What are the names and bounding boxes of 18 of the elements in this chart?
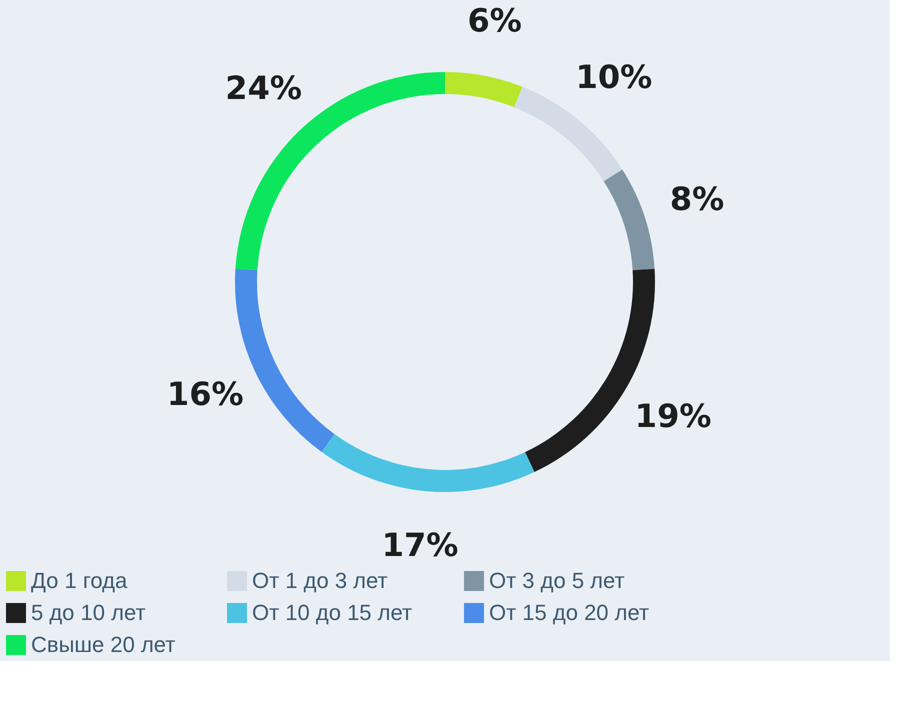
- data-label: 10%: [576, 58, 652, 96]
- donut-slice: [445, 72, 522, 108]
- legend-label: От 15 до 20 лет: [489, 600, 650, 625]
- legend-label: От 1 до 3 лет: [252, 568, 388, 593]
- data-label: 6%: [467, 2, 522, 40]
- legend-label: Свыше 20 лет: [31, 632, 176, 657]
- data-label: 19%: [634, 396, 712, 435]
- legend-label: До 1 года: [31, 568, 128, 593]
- data-label: 8%: [670, 180, 724, 218]
- donut-slice: [514, 86, 622, 182]
- data-label: 16%: [166, 374, 244, 413]
- data-label: 24%: [225, 68, 302, 107]
- legend-label: От 10 до 15 лет: [252, 600, 412, 625]
- legend-label: 5 до 10 лет: [31, 600, 146, 625]
- donut-slice: [322, 434, 534, 492]
- data-label: 17%: [382, 526, 458, 564]
- legend-label: От 3 до 5 лет: [489, 568, 625, 593]
- donut-slice: [604, 169, 655, 270]
